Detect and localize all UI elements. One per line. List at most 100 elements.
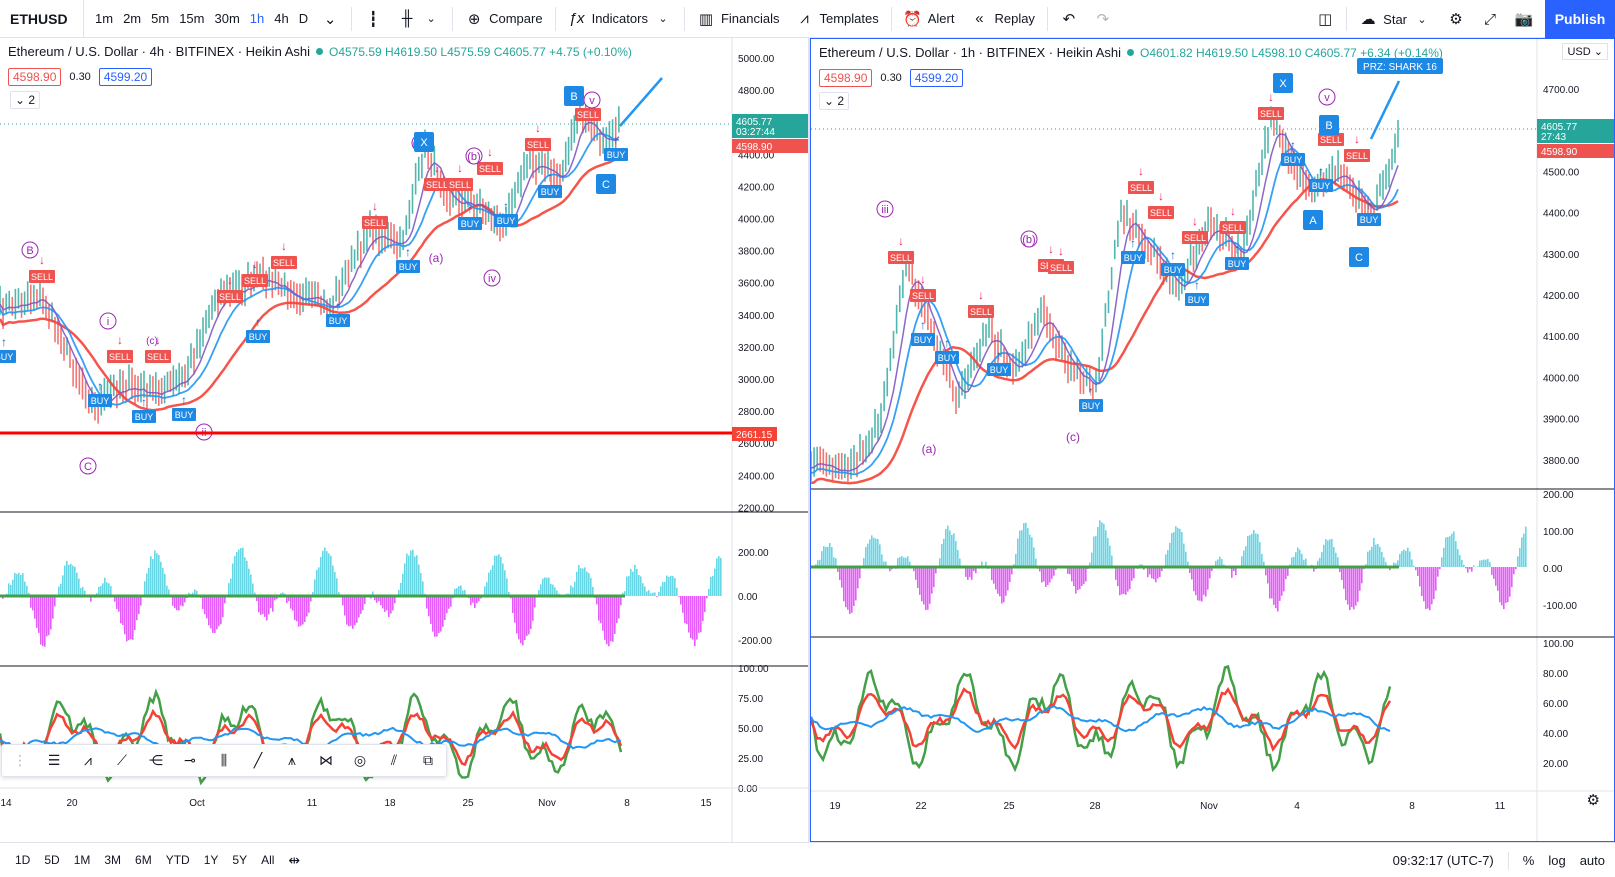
indicator-collapse-right[interactable]: ⌄ 2: [819, 92, 850, 110]
sell-price-button[interactable]: 4598.90: [8, 68, 62, 86]
interval-1m[interactable]: 1m: [95, 11, 114, 26]
range-3m[interactable]: 3M: [104, 853, 122, 867]
histogram-bar: [544, 577, 546, 596]
settings-button[interactable]: ⚙: [1439, 0, 1473, 38]
fib-time-icon[interactable]: ⫼: [220, 752, 228, 768]
compare-button[interactable]: ⊕ Compare: [457, 0, 550, 38]
indicator-count: 2: [28, 93, 36, 107]
replay-button[interactable]: « Replay: [962, 0, 1042, 38]
histogram-bar: [847, 567, 849, 610]
abcd-pattern-icon[interactable]: ⩘: [84, 752, 92, 768]
elliott-wave-icon[interactable]: ⩚: [288, 752, 296, 768]
range-ytd[interactable]: YTD: [165, 853, 190, 867]
interval-4h[interactable]: 4h: [274, 11, 289, 26]
chart-canvas-right[interactable]: 4700.004600.004500.004400.004300.004200.…: [809, 39, 1614, 841]
histogram-bar: [1353, 567, 1355, 610]
histogram-bar: [1491, 567, 1493, 575]
range-5y[interactable]: 5Y: [232, 853, 248, 867]
histogram-bar: [406, 553, 408, 596]
range-1m[interactable]: 1M: [73, 853, 91, 867]
histogram-bar: [470, 596, 472, 606]
indicators-button[interactable]: ƒx Indicators ⌄: [560, 0, 680, 38]
interval-15m[interactable]: 15m: [179, 11, 205, 26]
histogram-bar: [42, 596, 44, 646]
histogram-bar: [486, 582, 488, 596]
interval-2m[interactable]: 2m: [123, 11, 142, 26]
histogram-bar: [1033, 547, 1035, 567]
range-1y[interactable]: 1Y: [203, 853, 219, 867]
undo-button[interactable]: ↶: [1052, 0, 1086, 38]
sell-price-button[interactable]: 4598.90: [819, 69, 873, 87]
xabcd-pattern-icon[interactable]: ⋈: [319, 752, 333, 768]
chart-canvas-left[interactable]: 5000.004800.004600.004400.004200.004000.…: [0, 38, 809, 842]
symbol-search[interactable]: ETHUSD: [0, 0, 84, 38]
interval-30m[interactable]: 30m: [214, 11, 240, 26]
range-6m[interactable]: 6M: [135, 853, 152, 867]
indicator-collapse-left[interactable]: ⌄ 2: [10, 91, 41, 109]
buy-price-button[interactable]: 4599.20: [98, 68, 153, 86]
prz-label: PRZ: SHARK 16: [1363, 62, 1437, 73]
ray-icon[interactable]: ╱: [253, 752, 263, 768]
save-layout-button[interactable]: ☁ Star ⌄: [1351, 0, 1439, 38]
histogram-bar: [122, 596, 124, 626]
pane-divider[interactable]: [808, 38, 810, 842]
range-all[interactable]: All: [261, 853, 275, 867]
drag-handle-icon[interactable]: ⋮: [13, 752, 27, 768]
histogram-bar: [334, 571, 336, 596]
price-axis-label: 4500.00: [1543, 167, 1580, 178]
interval-d[interactable]: D: [298, 11, 309, 26]
currency-select[interactable]: USD ⌄: [1562, 43, 1608, 60]
percent-toggle[interactable]: %: [1522, 853, 1535, 868]
financials-button[interactable]: ▥ Financials: [689, 0, 788, 38]
buy-signal-box: [0, 350, 16, 363]
histogram-bar: [670, 575, 672, 596]
trend-line-icon[interactable]: ⟋: [117, 752, 127, 768]
histogram-bar: [1027, 528, 1029, 567]
regression-trend-icon[interactable]: ⧉: [423, 752, 433, 768]
range-5d[interactable]: 5D: [44, 853, 60, 867]
publish-button[interactable]: Publish: [1545, 0, 1615, 38]
histogram-bar: [1155, 567, 1157, 583]
price-axis-label: 3800.00: [1543, 456, 1580, 467]
fib-spiral-icon[interactable]: ◎: [353, 752, 367, 768]
fib-retracement-icon[interactable]: ☰: [47, 752, 61, 768]
histogram-bar: [296, 596, 298, 622]
snapshot-button[interactable]: 📷: [1507, 0, 1541, 38]
auto-toggle[interactable]: auto: [1579, 853, 1605, 868]
range-1d[interactable]: 1D: [15, 853, 31, 867]
histogram-bar: [897, 558, 899, 567]
bar-style-button[interactable]: ┇: [356, 0, 390, 38]
wave-label: iii: [881, 204, 888, 216]
chart-pane-left[interactable]: 5000.004800.004600.004400.004200.004000.…: [0, 38, 809, 842]
chart-pane-right[interactable]: 4700.004600.004500.004400.004300.004200.…: [809, 38, 1615, 842]
pattern-label-box: [1319, 115, 1339, 135]
histogram-bar: [618, 596, 620, 619]
wave-label-circle: [79, 457, 97, 475]
chart-type-button[interactable]: ╫ ⌄: [390, 0, 448, 38]
interval-1h[interactable]: 1h: [249, 11, 265, 26]
clock-time[interactable]: 09:32:17 (UTC-7): [1392, 853, 1494, 868]
interval-5m[interactable]: 5m: [151, 11, 170, 26]
pitchfork-icon[interactable]: ⋲: [149, 752, 163, 768]
time-axis-label: 25: [462, 798, 474, 809]
chevron-down-icon: ⌄: [824, 94, 835, 108]
fullscreen-button[interactable]: ⤢: [1473, 0, 1507, 38]
horizontal-ray-icon[interactable]: ⊸: [184, 752, 196, 768]
interval-dropdown[interactable]: ⌄: [313, 0, 347, 38]
histogram-bar: [943, 538, 945, 567]
histogram-bar: [672, 576, 674, 596]
gear-icon[interactable]: ⚙: [1586, 792, 1600, 809]
alert-label: Alert: [927, 11, 955, 26]
price-axis-label: 2400.00: [738, 471, 775, 482]
parallel-channel-icon[interactable]: ⫽: [390, 752, 398, 768]
histogram-bar: [346, 596, 348, 625]
histogram-bar: [1073, 567, 1075, 587]
layout-button[interactable]: ◫: [1308, 0, 1342, 38]
histogram-bar: [120, 596, 122, 624]
log-toggle[interactable]: log: [1548, 853, 1566, 868]
date-range-picker[interactable]: ⇹: [281, 852, 307, 869]
redo-button[interactable]: ↷: [1086, 0, 1120, 38]
templates-button[interactable]: ⩘ Templates: [787, 0, 886, 38]
alert-button[interactable]: ⏰ Alert: [896, 0, 963, 38]
buy-price-button[interactable]: 4599.20: [909, 69, 964, 87]
